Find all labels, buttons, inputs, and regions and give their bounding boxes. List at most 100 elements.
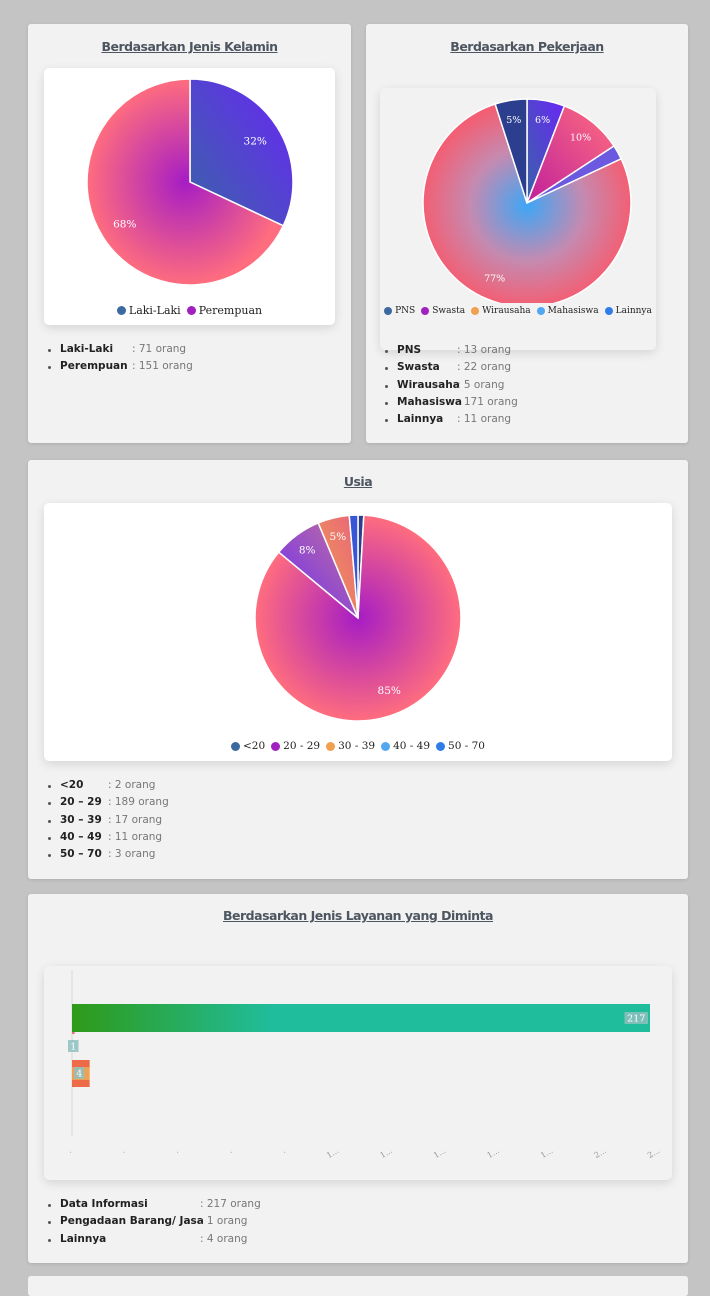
job-chart-panel: 6% 10% 77% 5% PNS Swasta Wirausaha Mahasiswa La… — [380, 88, 656, 350]
stat-item: Perempuan: 151 orang — [48, 358, 193, 375]
legend-swatch — [381, 741, 391, 751]
stat-label: 50 – 70 — [60, 848, 102, 861]
stat-label: Lainnya — [60, 1232, 107, 1245]
x-tick-label: . — [227, 1146, 234, 1155]
stat-label: Mahasiswa — [397, 395, 462, 408]
bar-data-label: 4 — [76, 1069, 82, 1080]
pie-slice-mahasiswa[interactable] — [422, 103, 632, 303]
legend-swatch — [604, 307, 613, 315]
legend-swatch — [186, 306, 196, 315]
x-tick-label: 1... — [485, 1146, 501, 1160]
age-stats-list: <20 : 2 orang 20 – 29 : 189 orang 30 – 39 : 1… — [48, 777, 169, 863]
legend-swatch — [271, 741, 281, 751]
age-card-title: Usia — [343, 474, 373, 489]
stat-value: : 4 orang — [200, 1232, 248, 1245]
legend-item[interactable]: 30 - 39 — [326, 740, 375, 752]
legend-label: Lainnya — [615, 306, 652, 316]
stat-label: <20 — [60, 779, 84, 791]
service-card: Berdasarkan Jenis Layanan yang Diminta 2… — [28, 894, 688, 1263]
stat-value: : 11 orang — [457, 413, 512, 426]
stat-label: Swasta — [397, 361, 440, 374]
x-tick-label: . — [173, 1146, 180, 1155]
stat-label: Perempuan — [60, 360, 128, 373]
service-chart-panel: 217 1 4..... 1... 1... 1... 1... 1... 2... 2... — [44, 966, 672, 1180]
legend-label: PNS — [395, 306, 416, 316]
x-tick-label: 1... — [325, 1146, 341, 1160]
stat-value: : 13 orang — [457, 344, 512, 356]
x-tick-label: . — [280, 1146, 287, 1155]
stat-label: Data Informasi — [60, 1198, 148, 1210]
legend-item[interactable]: 40 - 49 — [381, 740, 430, 752]
service-card-title: Berdasarkan Jenis Layanan yang Diminta — [223, 908, 493, 923]
legend-item[interactable]: Mahasiswa — [536, 306, 599, 316]
stat-value: : 11 orang — [108, 830, 163, 843]
legend-label: 20 - 29 — [283, 740, 321, 752]
legend-item[interactable]: Perempuan — [186, 304, 263, 317]
stat-value: : 2 orang — [108, 779, 156, 791]
legend-item[interactable]: <20 — [231, 740, 265, 752]
stat-item: 40 – 49: 11 orang — [48, 829, 169, 846]
legend-label: Laki-Laki — [128, 304, 181, 317]
legend-swatch — [326, 741, 336, 751]
stat-item: Lainnya : 4 orang — [48, 1231, 261, 1248]
stat-label: Lainnya — [397, 413, 444, 426]
age-chart-panel: 85% 8% 5% <20 20 - 29 30 - 39 40 - 49 50 - 70 — [44, 503, 672, 761]
gender-chart-panel: 32% 68% Laki-Laki Perempuan — [44, 68, 335, 325]
legend-item[interactable]: 20 - 29 — [271, 740, 320, 752]
pie-data-label: 68% — [113, 218, 136, 230]
pie-slice-lainnya[interactable] — [494, 98, 528, 204]
legend-label: Perempuan — [198, 304, 263, 317]
gender-legend: Laki-Laki Perempuan — [44, 304, 335, 317]
legend-swatch — [471, 307, 480, 315]
x-tick-label: 2... — [646, 1146, 662, 1160]
gender-pie-chart: 32% 68% — [86, 78, 294, 286]
legend-item[interactable]: 50 - 70 — [436, 740, 485, 752]
legend-swatch — [231, 741, 240, 751]
gender-card-title: Berdasarkan Jenis Kelamin — [101, 39, 278, 54]
x-tick-label: . — [66, 1146, 73, 1155]
pie-slice-perempuan[interactable] — [86, 78, 285, 286]
stat-item: Swasta : 22 orang — [385, 359, 518, 376]
bar-data-label: 1 — [70, 1042, 76, 1053]
stat-label: PNS — [397, 344, 422, 356]
bar-pengadaan-barang-jasa[interactable] — [72, 1032, 75, 1034]
stat-value: : 71 orang — [132, 343, 187, 355]
bar-lainnya-bottom[interactable] — [72, 1080, 90, 1087]
job-card: Berdasarkan Pekerjaan 6% 10% 77% 5% PNS Swas… — [366, 24, 688, 443]
job-legend: PNS Swasta Wirausaha Mahasiswa Lainnya — [380, 306, 656, 316]
age-pie-chart: 85% 8% 5% — [254, 514, 462, 722]
gender-stats-list: Laki-Laki : 71 orang Perempuan: 151 orang — [48, 341, 193, 376]
stat-value: : 189 orang — [108, 796, 169, 809]
legend-item[interactable]: Laki-Laki — [116, 304, 181, 317]
x-tick-label: 1... — [432, 1146, 448, 1160]
job-stats-list: PNS: 13 orang Swasta: 22 orang Wirausaha: … — [385, 342, 518, 428]
data-label-bg — [624, 1012, 648, 1024]
legend-label: 30 - 39 — [338, 740, 376, 752]
legend-item[interactable]: Swasta — [421, 306, 465, 316]
stat-item: Lainnya : 11 orang — [385, 411, 518, 428]
legend-item[interactable]: PNS — [384, 306, 415, 316]
pie-data-label: 5% — [506, 115, 521, 126]
x-tick-label: . — [120, 1146, 127, 1155]
stat-label: Laki-Laki — [60, 343, 114, 355]
legend-label: Mahasiswa — [547, 306, 599, 316]
stat-item: 30 – 39 : 17 orang — [48, 812, 169, 829]
gender-card: Berdasarkan Jenis Kelamin 32% 68% Laki-La… — [28, 24, 351, 443]
stat-value: : 22 orang — [457, 361, 512, 374]
legend-item[interactable]: Lainnya — [604, 306, 652, 316]
bar-data-informasi[interactable] — [72, 1004, 650, 1032]
legend-swatch — [384, 307, 393, 315]
stat-value: : 17 orang — [108, 813, 163, 826]
pie-slice-50-70[interactable] — [348, 514, 359, 619]
stat-value: : 3 orang — [108, 848, 156, 861]
age-legend: <20 20 - 29 30 - 39 40 - 49 50 - 70 — [44, 740, 672, 752]
stat-label: 20 – 29 — [60, 796, 102, 809]
stat-label: Wirausaha — [397, 378, 460, 391]
pie-slice-laki-laki[interactable] — [189, 78, 294, 227]
x-tick-label: 1... — [378, 1146, 394, 1160]
stat-value: : 5 orang — [457, 378, 505, 391]
stat-item: 50 – 70 : 3 orang — [48, 846, 169, 863]
bar-lainnya-top[interactable] — [72, 1060, 90, 1067]
stat-label: 30 – 39 — [60, 813, 102, 826]
legend-item[interactable]: Wirausaha — [471, 306, 531, 316]
